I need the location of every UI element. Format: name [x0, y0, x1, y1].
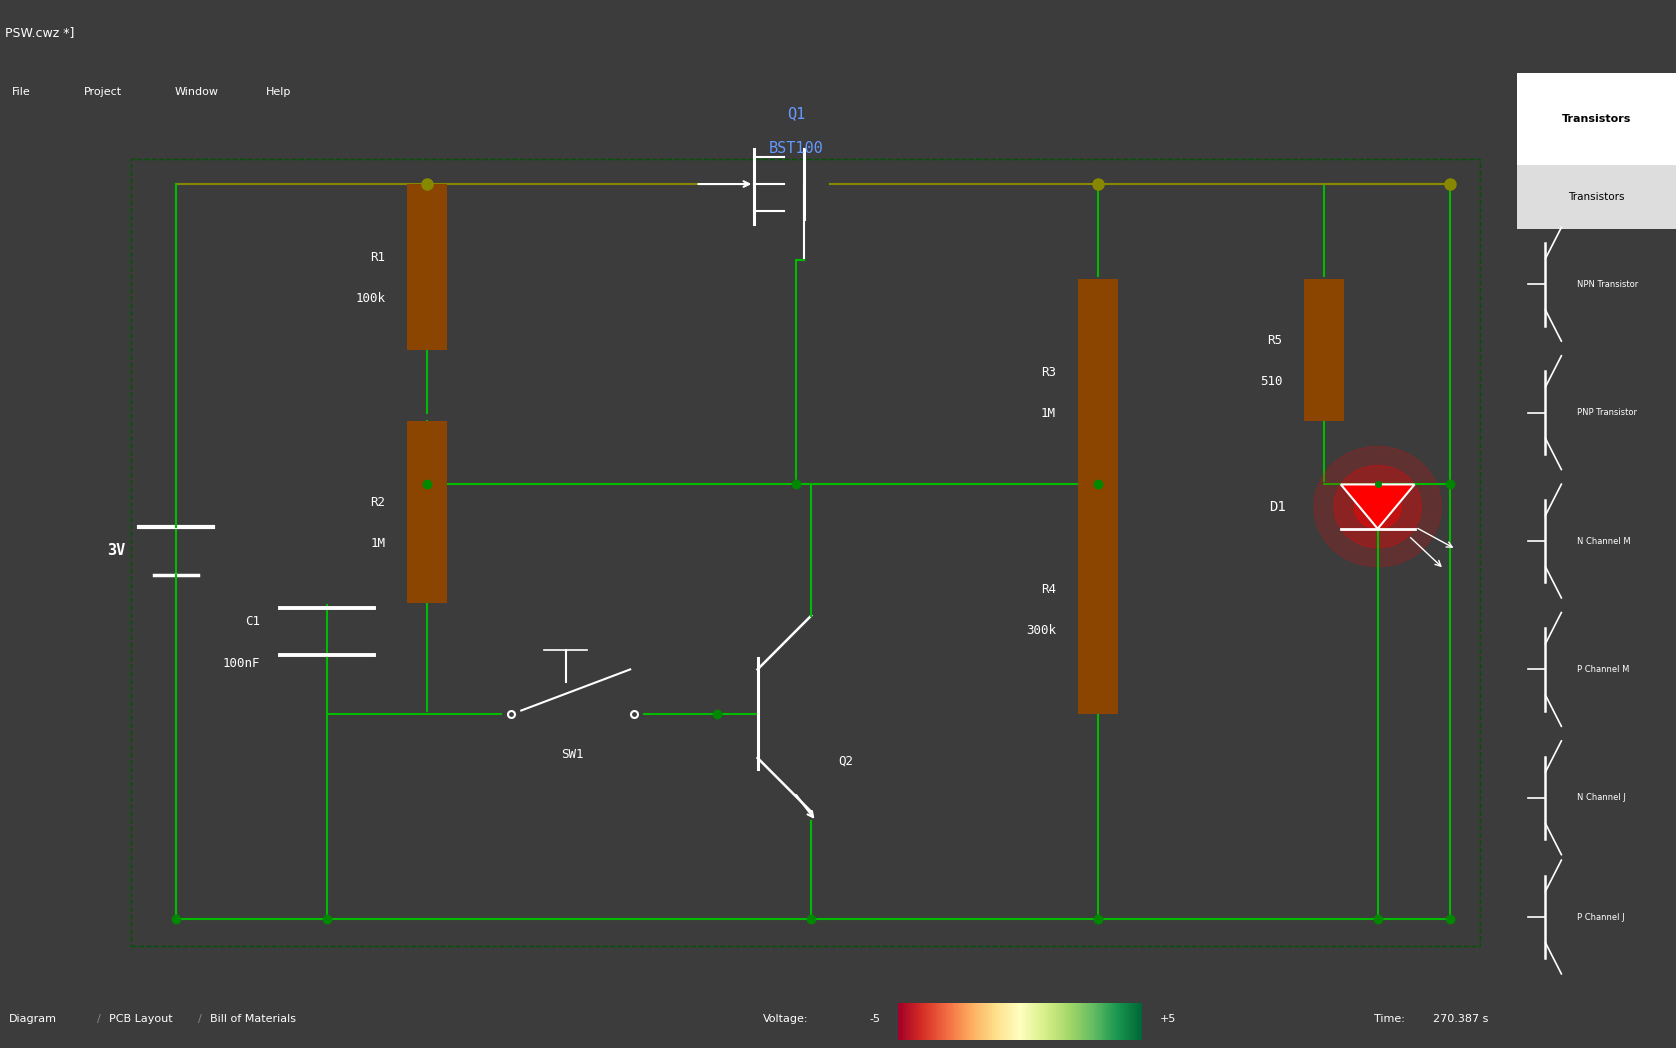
Text: C1: C1 [245, 615, 260, 629]
Text: /: / [97, 1014, 101, 1024]
Bar [1078, 484, 1118, 714]
Circle shape [1314, 446, 1441, 567]
Text: P Channel J: P Channel J [1577, 913, 1626, 921]
Text: R4: R4 [1041, 583, 1056, 596]
Bar [1517, 166, 1676, 230]
Text: Transistors: Transistors [1569, 192, 1624, 202]
Bar [1078, 279, 1118, 484]
Text: BST100: BST100 [769, 140, 823, 155]
Text: 270.387 s: 270.387 s [1433, 1014, 1488, 1024]
Text: -5: -5 [870, 1014, 882, 1024]
Text: 300k: 300k [1026, 625, 1056, 637]
Text: PNP Transistor: PNP Transistor [1577, 408, 1637, 417]
Bar [1517, 73, 1676, 165]
Text: P Channel M: P Channel M [1577, 664, 1629, 674]
Text: R5: R5 [1267, 334, 1282, 347]
Text: Help: Help [265, 87, 292, 96]
Text: 100k: 100k [355, 292, 385, 305]
Text: 510: 510 [1260, 375, 1282, 388]
Text: +5: +5 [1160, 1014, 1177, 1024]
Bar [131, 158, 1480, 946]
Text: /: / [198, 1014, 201, 1024]
Bar [407, 184, 447, 350]
Text: N Channel J: N Channel J [1577, 793, 1626, 803]
Text: Bill of Materials: Bill of Materials [210, 1014, 295, 1024]
Circle shape [1334, 465, 1421, 548]
Text: D1: D1 [1269, 500, 1285, 514]
Bar [1304, 279, 1344, 421]
Text: NPN Transistor: NPN Transistor [1577, 280, 1639, 289]
Text: SW1: SW1 [561, 748, 583, 762]
Text: Time:: Time: [1374, 1014, 1404, 1024]
Text: Diagram: Diagram [8, 1014, 57, 1024]
Text: File: File [12, 87, 30, 96]
Text: R3: R3 [1041, 366, 1056, 378]
Text: 1M: 1M [370, 538, 385, 550]
Text: Q2: Q2 [838, 755, 853, 767]
Text: Window: Window [174, 87, 218, 96]
Circle shape [1354, 484, 1401, 528]
Polygon shape [1341, 484, 1415, 528]
Text: PSW.cwz *]: PSW.cwz *] [5, 26, 74, 40]
Text: Voltage:: Voltage: [763, 1014, 808, 1024]
Text: Project: Project [84, 87, 122, 96]
Text: N Channel M: N Channel M [1577, 537, 1631, 546]
Text: PCB Layout: PCB Layout [109, 1014, 173, 1024]
Text: R1: R1 [370, 252, 385, 264]
Text: Q1: Q1 [788, 106, 804, 121]
Text: 3V: 3V [107, 543, 126, 559]
Text: R2: R2 [370, 496, 385, 509]
Text: 1M: 1M [1041, 407, 1056, 420]
Bar [407, 421, 447, 603]
Text: 100nF: 100nF [223, 657, 260, 670]
Text: Transistors: Transistors [1562, 114, 1631, 125]
